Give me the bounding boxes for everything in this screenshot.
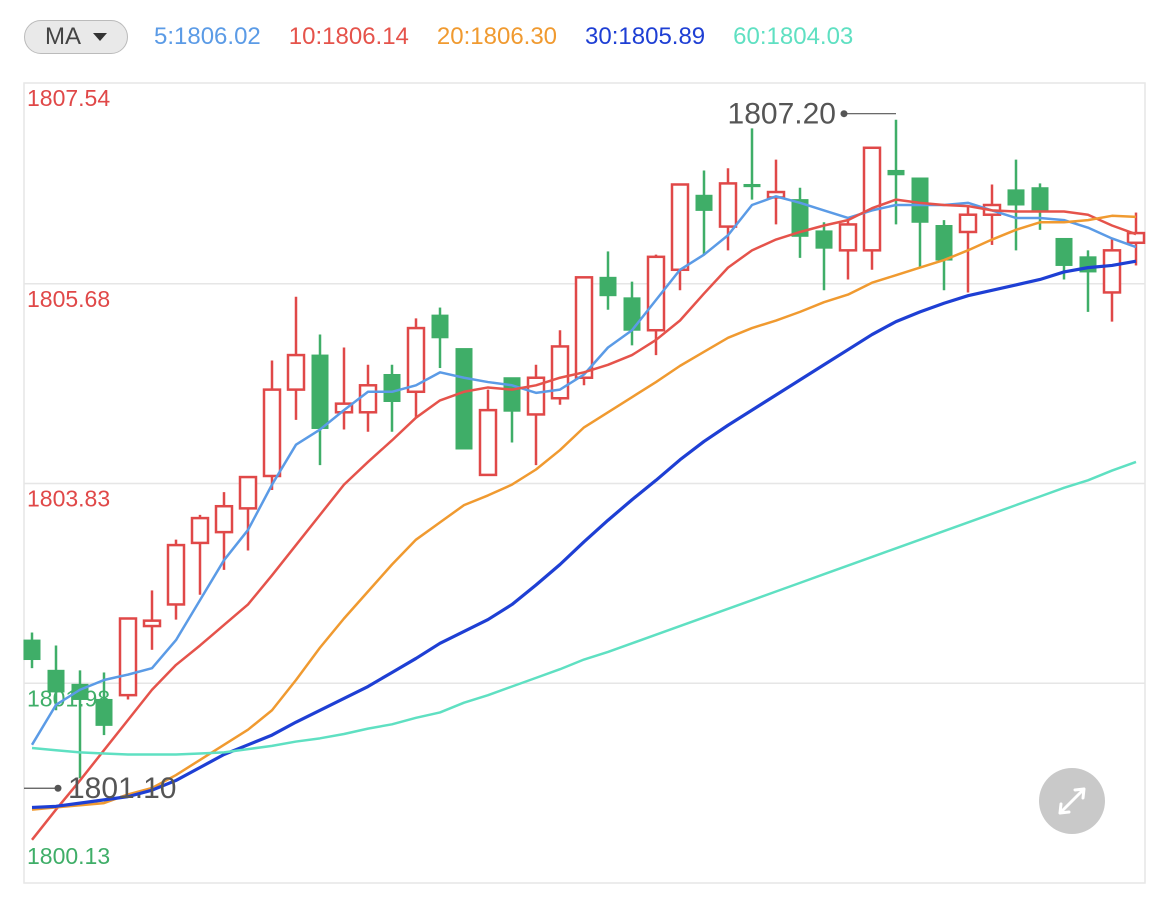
candle-body — [190, 516, 210, 545]
candle-body — [23, 639, 41, 661]
candle-body — [383, 373, 401, 402]
dropdown-arrow — [93, 33, 107, 41]
candle-body — [406, 326, 426, 394]
candle-body — [599, 276, 617, 297]
y-tick-label: 1807.54 — [27, 85, 110, 111]
candle-body — [142, 619, 162, 628]
candle-body — [47, 669, 65, 693]
candle-body — [1007, 189, 1025, 206]
expand-button[interactable] — [1039, 768, 1105, 834]
legend-item: 30:1805.89 — [585, 23, 706, 50]
candle-body — [718, 182, 738, 228]
candle-body — [262, 388, 282, 478]
candle-body — [862, 146, 882, 252]
candle-body — [166, 543, 186, 606]
candle-body — [238, 475, 258, 510]
ma-line — [31, 460, 1137, 756]
candle-body — [358, 384, 378, 414]
candle-body — [550, 345, 570, 400]
candle-body — [670, 183, 690, 272]
y-tick-label: 1805.68 — [27, 286, 110, 312]
candle-body — [214, 504, 234, 534]
max-label: 1807.20 — [728, 98, 836, 131]
candle-body — [1055, 237, 1073, 266]
candle-body — [935, 225, 953, 261]
candle-body — [646, 255, 666, 332]
candle-body — [791, 199, 809, 237]
candle-body — [838, 223, 858, 252]
candle-body — [455, 348, 473, 450]
ma-line — [31, 259, 1137, 810]
candle-body — [815, 230, 833, 249]
candle-body — [478, 408, 498, 477]
indicator-label: MA — [45, 23, 81, 50]
candle-body — [311, 354, 329, 429]
candle-body — [1126, 231, 1146, 245]
candle-body — [118, 617, 138, 697]
candle-body — [1102, 249, 1122, 294]
candle-body — [1031, 187, 1049, 212]
annotation-dot — [54, 784, 62, 792]
y-tick-label: 1800.13 — [27, 843, 110, 869]
candle-body — [286, 353, 306, 391]
legend-item: 20:1806.30 — [436, 23, 558, 50]
candle-body — [887, 169, 905, 176]
candle-body — [743, 183, 761, 188]
ma-line — [31, 214, 1137, 811]
legend: 5:1806.02 10:1806.14 20:1806.30 30:1805.89 6… — [154, 23, 853, 51]
candle-body — [574, 276, 594, 379]
candle-body — [503, 377, 521, 412]
legend-item: 5:1806.02 — [154, 23, 261, 50]
candle-body — [623, 297, 641, 331]
min-label: 1801.10 — [68, 772, 176, 805]
y-tick-label: 1803.83 — [27, 486, 110, 512]
candle-body — [695, 194, 713, 211]
ma-line — [31, 198, 1137, 841]
candle-body — [958, 213, 978, 234]
annotation-dot — [840, 110, 848, 118]
candle-body — [95, 698, 113, 726]
legend-item: 10:1806.14 — [288, 23, 409, 50]
candle-body — [334, 402, 354, 414]
indicator-dropdown[interactable]: MA — [24, 20, 128, 54]
legend-item: 60:1804.03 — [733, 23, 854, 50]
candle-body — [911, 177, 929, 223]
candle-body — [431, 314, 449, 339]
toolbar: MA 5:1806.02 10:1806.14 20:1806.30 30:1805.… — [24, 18, 853, 56]
